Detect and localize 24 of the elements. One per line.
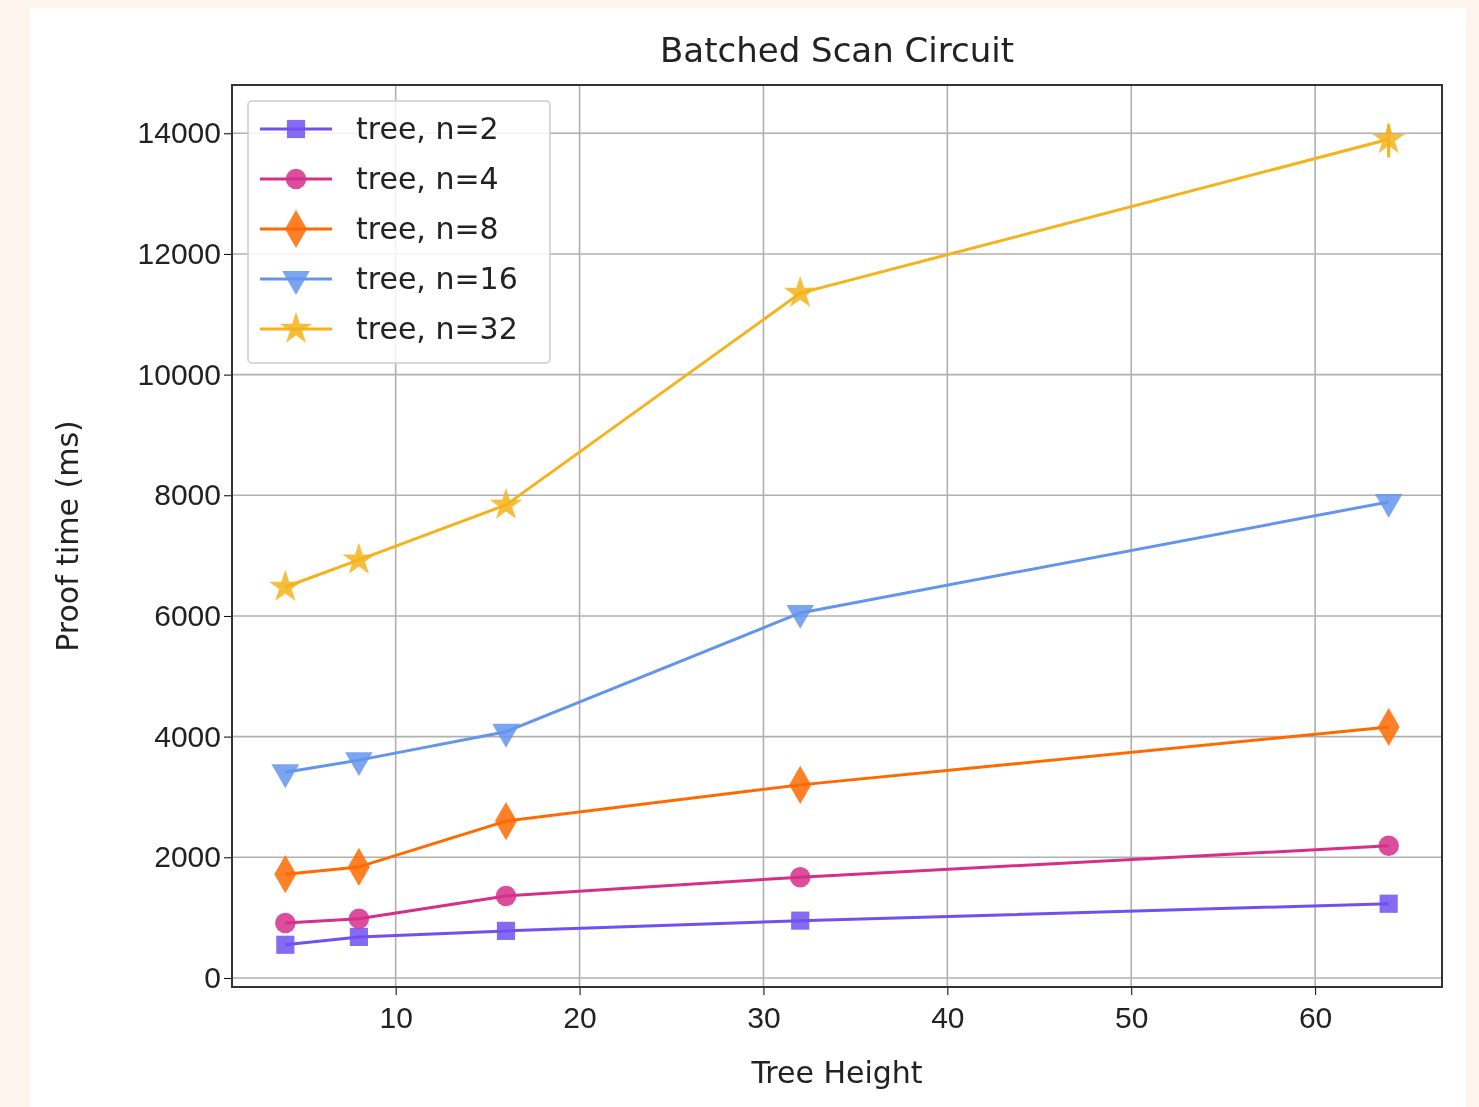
chart-title: Batched Scan Circuit — [660, 30, 1014, 70]
legend-label: tree, n=2 — [356, 111, 499, 146]
x-tick-label: 20 — [563, 1001, 597, 1034]
x-axis-title: Tree Height — [750, 1055, 923, 1090]
legend-label: tree, n=4 — [356, 161, 499, 196]
y-tick-label: 4000 — [154, 719, 221, 753]
x-tick-label: 40 — [931, 1001, 965, 1034]
y-tick-label: 0 — [204, 961, 221, 995]
x-tick-label: 50 — [1115, 1001, 1149, 1034]
legend-label: tree, n=8 — [356, 211, 499, 246]
y-tick-label: 10000 — [137, 357, 221, 391]
y-tick-label: 8000 — [154, 478, 221, 512]
y-tick-label: 6000 — [154, 599, 221, 633]
x-tick-label: 30 — [747, 1001, 781, 1034]
y-tick-label: 14000 — [137, 116, 221, 150]
point — [276, 935, 295, 954]
y-tick-label: 2000 — [154, 840, 221, 874]
point — [1379, 894, 1398, 913]
y-tick-label: 12000 — [137, 237, 221, 271]
x-tick-label: 60 — [1298, 1001, 1333, 1034]
x-tick-label: 10 — [379, 1001, 413, 1034]
legend-label: tree, n=16 — [356, 261, 518, 296]
y-axis-title: Proof time (ms) — [50, 420, 85, 652]
legend-label: tree, n=32 — [356, 311, 518, 346]
